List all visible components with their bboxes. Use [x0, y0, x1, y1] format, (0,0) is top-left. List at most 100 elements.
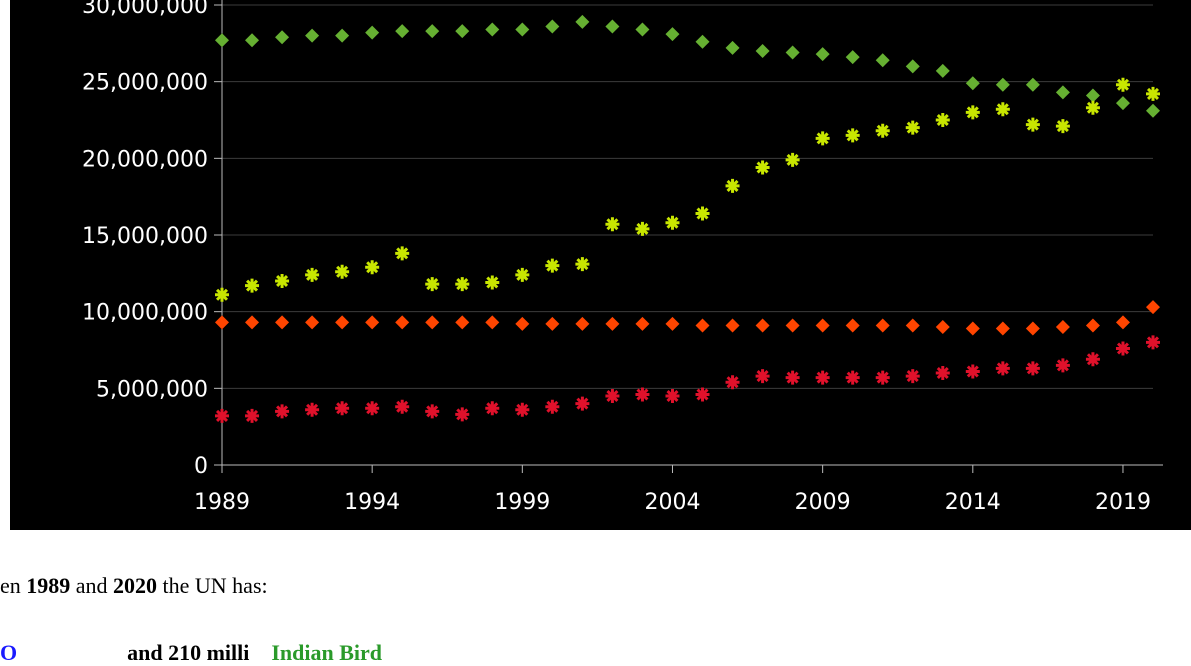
data-point-asterisk [695, 206, 710, 221]
data-point-diamond [515, 316, 530, 331]
data-point-asterisk [515, 402, 530, 417]
data-point-diamond [1146, 300, 1160, 315]
data-point-diamond [485, 22, 500, 37]
data-point-diamond [575, 14, 590, 29]
series-2 [215, 300, 1160, 336]
data-point-asterisk [1115, 341, 1130, 356]
data-point-asterisk [965, 105, 980, 120]
data-point-diamond [755, 318, 770, 333]
data-point-asterisk [665, 215, 680, 230]
data-point-asterisk [575, 257, 590, 272]
data-point-asterisk [245, 278, 260, 293]
data-point-asterisk [485, 275, 500, 290]
data-point-asterisk [1025, 361, 1040, 376]
data-point-diamond [1085, 318, 1100, 333]
data-point-asterisk [785, 370, 800, 385]
data-point-diamond [815, 47, 830, 62]
data-point-asterisk [905, 369, 920, 384]
data-point-asterisk [905, 120, 920, 135]
data-point-asterisk [875, 123, 890, 138]
caption-line-1: en 1989 and 2020 the UN has: [0, 573, 268, 599]
data-point-diamond [215, 33, 229, 48]
data-point-asterisk [875, 370, 890, 385]
x-tick-label: 2014 [945, 490, 1001, 515]
data-point-diamond [545, 19, 560, 34]
data-point-diamond [785, 45, 800, 60]
data-point-asterisk [365, 401, 380, 416]
data-point-diamond [875, 53, 890, 68]
data-point-diamond [635, 316, 650, 331]
data-point-asterisk [575, 396, 590, 411]
data-point-diamond [365, 25, 380, 40]
caption-prefix: en [0, 573, 27, 598]
data-point-asterisk [995, 102, 1010, 117]
data-point-diamond [755, 44, 770, 58]
data-point-diamond [635, 22, 650, 37]
x-tick-label: 1999 [494, 490, 550, 515]
data-point-diamond [845, 50, 860, 65]
axis-layer: 0 5,000,000 10,000,000 15,000,000 20,000,000… [82, 0, 1163, 515]
marks-layer [215, 14, 1160, 423]
data-point-diamond [935, 63, 950, 78]
data-point-asterisk [545, 399, 560, 414]
data-point-diamond [455, 315, 470, 330]
data-point-diamond [425, 24, 440, 39]
chart-panel: 0 5,000,000 10,000,000 15,000,000 20,000,000… [10, 0, 1191, 530]
data-point-diamond [305, 315, 320, 330]
data-point-diamond [215, 315, 229, 330]
data-point-asterisk [785, 152, 800, 167]
data-point-asterisk [965, 364, 980, 379]
data-point-diamond [335, 315, 350, 330]
data-point-asterisk [335, 401, 350, 416]
data-point-diamond [575, 316, 590, 331]
y-tick-label: 15,000,000 [82, 224, 208, 249]
y-tick-label: 30,000,000 [82, 0, 208, 19]
caption-and: and [70, 573, 114, 598]
data-point-diamond [335, 28, 350, 43]
data-point-asterisk [635, 387, 650, 402]
data-point-diamond [455, 24, 470, 39]
data-point-diamond [1055, 85, 1070, 100]
data-point-asterisk [1055, 358, 1070, 373]
data-point-diamond [695, 318, 710, 333]
data-point-asterisk [395, 246, 410, 261]
data-point-diamond [1025, 321, 1040, 336]
data-point-asterisk [275, 274, 290, 288]
data-point-asterisk [1115, 77, 1130, 92]
caption-year-end: 2020 [113, 573, 158, 598]
data-point-diamond [605, 316, 620, 331]
data-point-diamond [1115, 315, 1130, 330]
data-point-asterisk [845, 370, 860, 385]
y-tick-label: 5,000,000 [96, 377, 208, 402]
data-point-diamond [545, 316, 560, 331]
data-point-asterisk [605, 217, 620, 232]
data-point-diamond [785, 318, 800, 333]
data-point-diamond [995, 77, 1010, 92]
data-point-diamond [905, 318, 920, 333]
data-point-asterisk [665, 389, 680, 403]
data-point-diamond [725, 40, 740, 55]
x-tick-label: 1994 [344, 490, 400, 515]
data-point-asterisk [425, 404, 440, 419]
data-point-asterisk [305, 402, 320, 417]
data-point-asterisk [275, 404, 290, 419]
data-point-diamond [815, 318, 830, 333]
grid-layer [222, 4, 1153, 389]
data-point-diamond [845, 318, 860, 333]
caption-suffix: the UN has: [157, 573, 268, 598]
data-point-diamond [965, 321, 980, 336]
data-point-asterisk [1055, 119, 1070, 134]
data-point-asterisk [755, 160, 770, 175]
data-point-asterisk [815, 131, 830, 146]
data-point-diamond [875, 318, 890, 333]
x-tick-label: 2004 [644, 490, 700, 515]
data-point-diamond [665, 316, 680, 331]
data-point-asterisk [395, 399, 410, 414]
data-point-asterisk [335, 264, 350, 279]
data-point-asterisk [635, 221, 650, 236]
data-point-asterisk [935, 366, 950, 380]
data-point-diamond [245, 33, 260, 48]
data-point-diamond [1115, 96, 1130, 111]
data-point-diamond [515, 22, 530, 37]
data-point-diamond [995, 321, 1010, 336]
